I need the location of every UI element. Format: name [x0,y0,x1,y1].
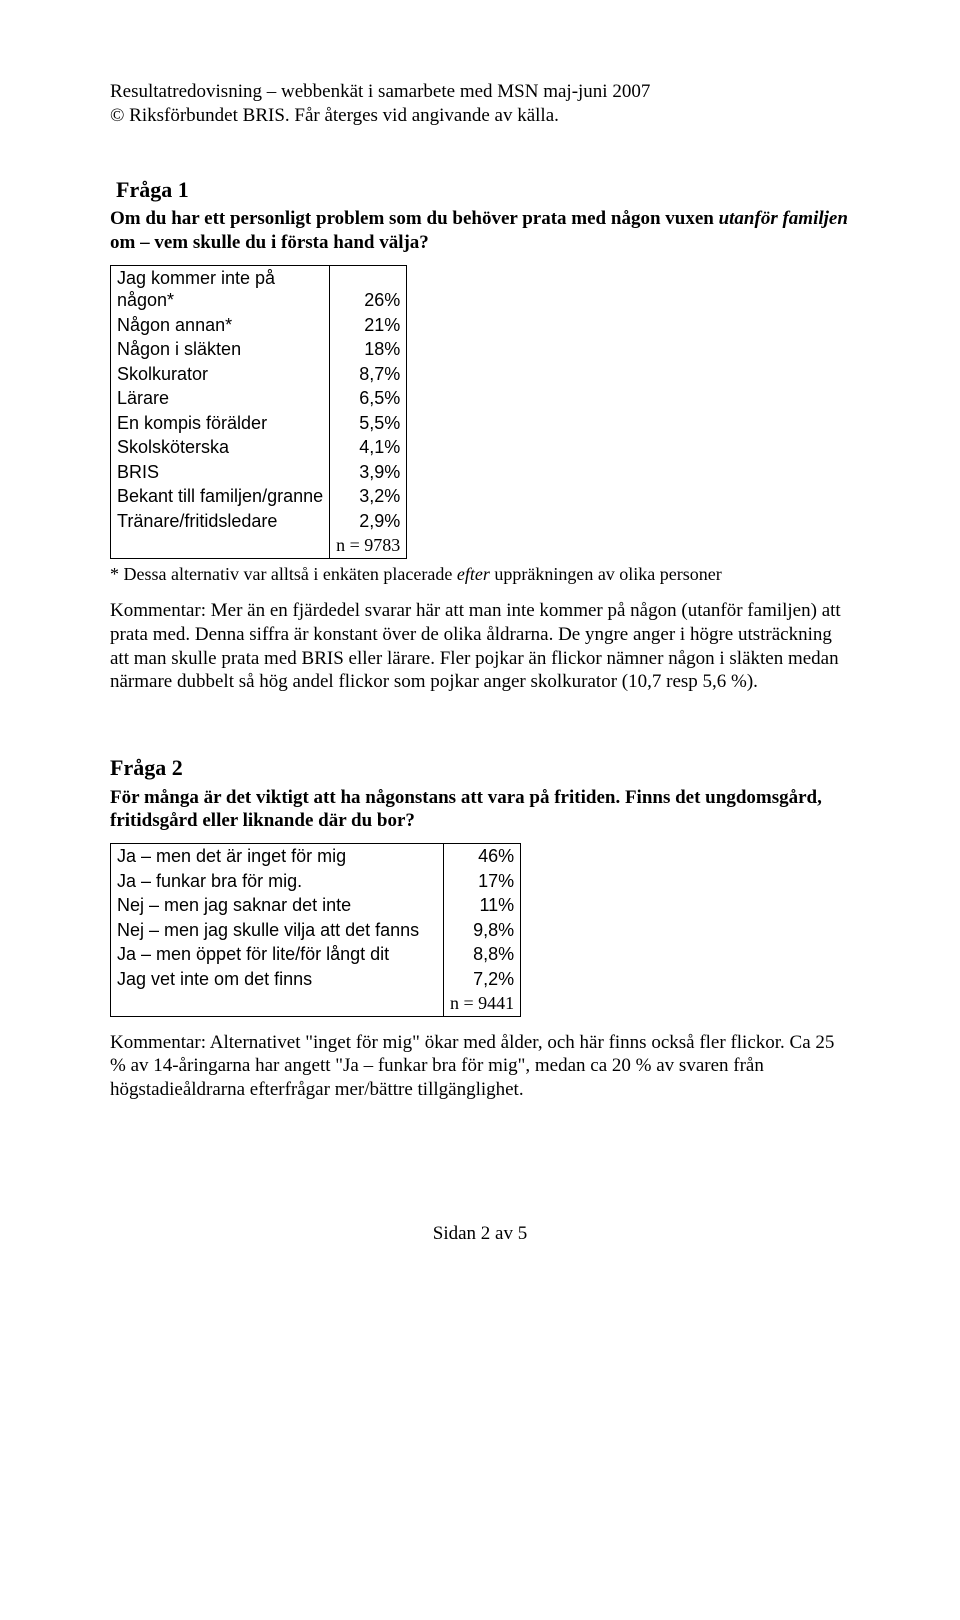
cell-label: Jag kommer inte på [117,268,275,288]
table-row: Ja – funkar bra för mig. 17% [111,869,521,894]
table-row: Någon annan* 21% [111,313,407,338]
cell-value: 4,1% [330,435,407,460]
cell-n: n = 9441 [444,991,521,1016]
table-row: BRIS 3,9% [111,460,407,485]
table-row: Jag vet inte om det finns 7,2% [111,967,521,992]
cell-value: 21% [330,313,407,338]
table-row: En kompis förälder 5,5% [111,411,407,436]
cell-value: 46% [444,844,521,869]
header-line-2: © Riksförbundet BRIS. Får återges vid an… [110,104,850,128]
table-row: Nej – men jag skulle vilja att det fanns… [111,918,521,943]
cell-value: 8,7% [330,362,407,387]
q2-comment: Kommentar: Alternativet "inget för mig" … [110,1031,850,1102]
cell-value: 2,9% [330,509,407,534]
cell-label: BRIS [111,460,330,485]
cell-label: Bekant till familjen/granne [111,484,330,509]
cell-value: 7,2% [444,967,521,992]
cell-label: Tränare/fritidsledare [111,509,330,534]
cell-value: 6,5% [330,386,407,411]
cell-label: Skolkurator [111,362,330,387]
page-footer: Sidan 2 av 5 [110,1222,850,1246]
q1-comment: Kommentar: Mer än en fjärdedel svarar hä… [110,599,850,694]
q2-table: Ja – men det är inget för mig 46% Ja – f… [110,843,521,1017]
cell-label: någon* [117,290,174,310]
q1-footnote-part2: uppräkningen av olika personer [490,564,722,584]
table-row: Lärare 6,5% [111,386,407,411]
cell-value: 17% [444,869,521,894]
q1-footnote: * Dessa alternativ var alltså i enkäten … [110,563,850,586]
table-row: Skolsköterska 4,1% [111,435,407,460]
cell-n: n = 9783 [330,533,407,558]
cell-label: Ja – funkar bra för mig. [111,869,444,894]
table-row: Skolkurator 8,7% [111,362,407,387]
table-n-row: n = 9441 [111,991,521,1016]
cell-value: 26% [330,269,407,312]
cell-value: 3,9% [330,460,407,485]
table-row: Någon i släkten 18% [111,337,407,362]
q1-question-italic: utanför familjen [719,208,848,229]
cell-label: Ja – men öppet för lite/för långt dit [111,942,444,967]
cell-label: Ja – men det är inget för mig [111,844,444,869]
header-line-1: Resultatredovisning – webbenkät i samarb… [110,80,850,104]
cell-label: Nej – men jag saknar det inte [111,893,444,918]
cell-label: Lärare [111,386,330,411]
cell-label: Jag vet inte om det finns [111,967,444,992]
table-row: Bekant till familjen/granne 3,2% [111,484,407,509]
q2-title: Fråga 2 [110,754,850,782]
q1-footnote-italic: efter [457,564,490,584]
cell-value: 8,8% [444,942,521,967]
table-row: Nej – men jag saknar det inte 11% [111,893,521,918]
cell-value: 9,8% [444,918,521,943]
cell-label: Någon annan* [111,313,330,338]
q1-question: Om du har ett personligt problem som du … [110,207,850,255]
cell-value: 3,2% [330,484,407,509]
q1-title: Fråga 1 [110,176,850,204]
table-row: Tränare/fritidsledare 2,9% [111,509,407,534]
cell-value: 18% [330,337,407,362]
table-row: Ja – men öppet för lite/för långt dit 8,… [111,942,521,967]
cell-label: Skolsköterska [111,435,330,460]
cell-value: 5,5% [330,411,407,436]
cell-label: Någon i släkten [111,337,330,362]
q1-footnote-part1: * Dessa alternativ var alltså i enkäten … [110,564,457,584]
cell-label: En kompis förälder [111,411,330,436]
q1-table: Jag kommer inte på någon* 26% Någon anna… [110,265,407,559]
cell-label: Nej – men jag skulle vilja att det fanns [111,918,444,943]
q1-question-part2: om – vem skulle du i första hand välja? [110,232,429,253]
table-n-row: n = 9783 [111,533,407,558]
q2-question: För många är det viktigt att ha någonsta… [110,786,850,834]
cell-value: 11% [444,893,521,918]
q1-question-part1: Om du har ett personligt problem som du … [110,208,719,229]
table-row: Ja – men det är inget för mig 46% [111,844,521,869]
